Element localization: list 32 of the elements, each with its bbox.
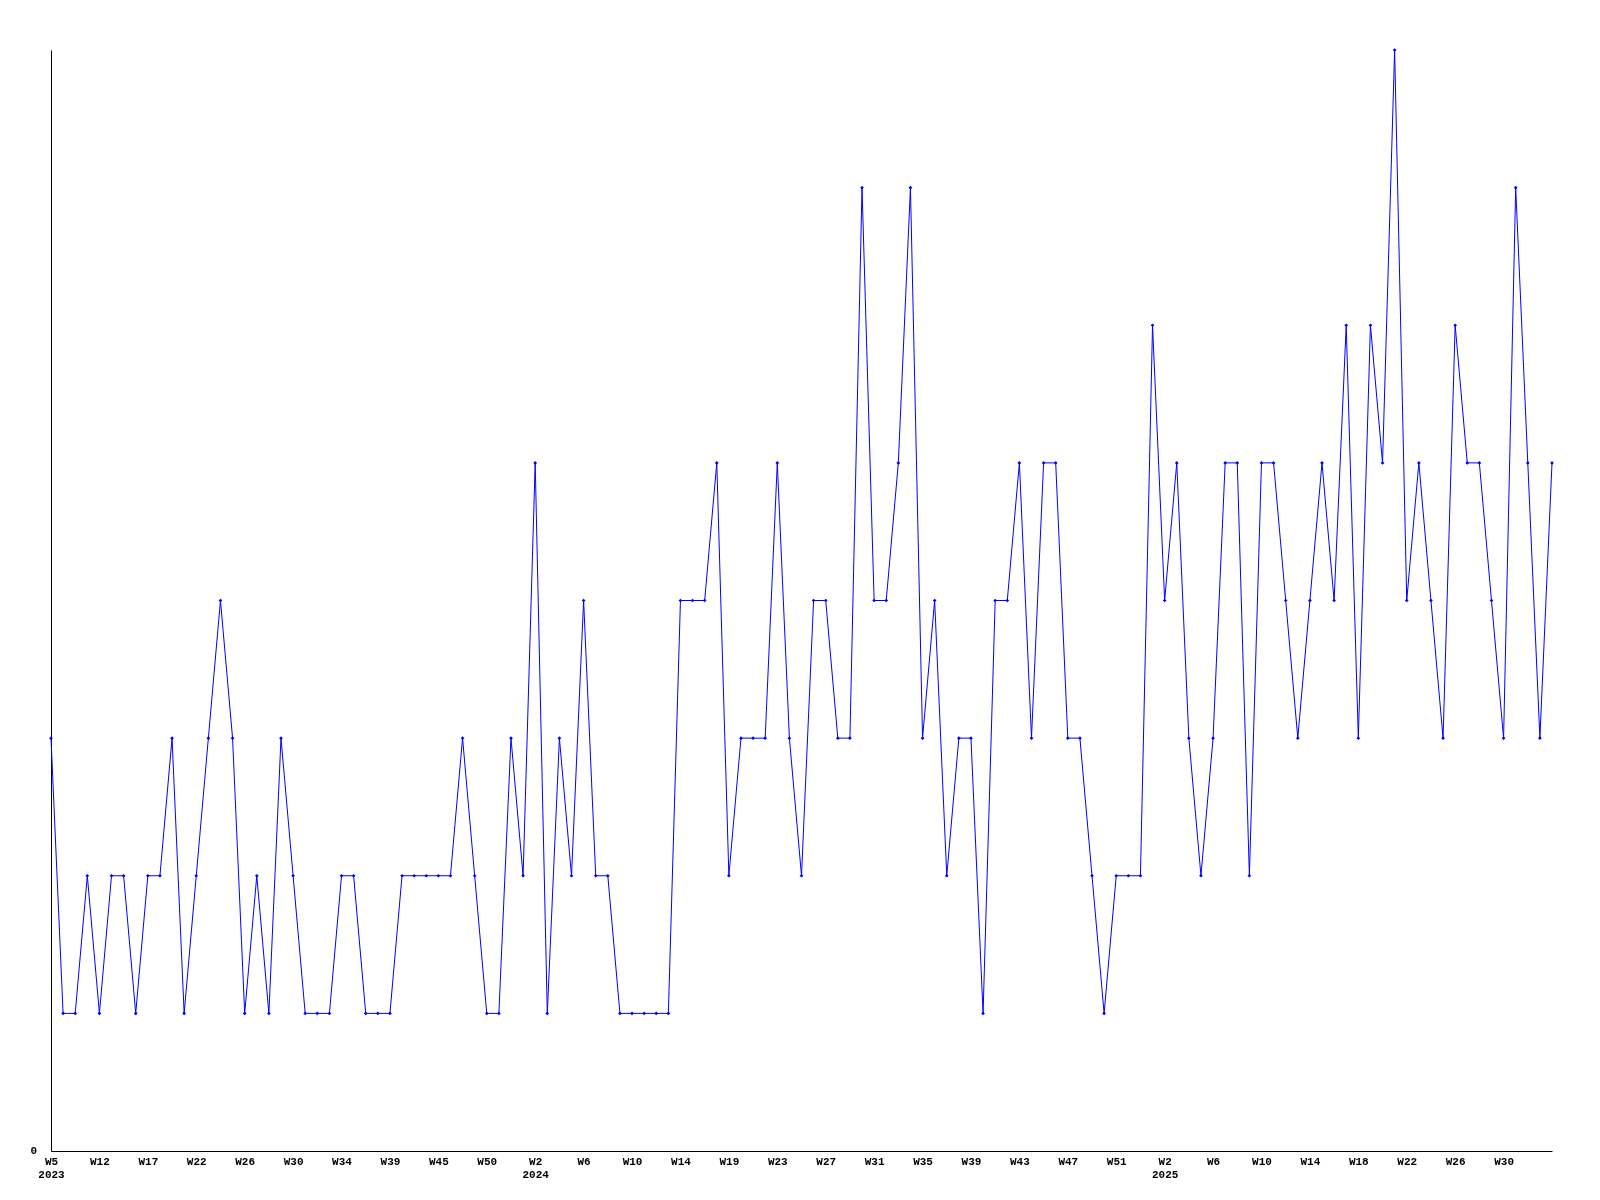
x-tick-label: W22	[1397, 1155, 1418, 1168]
x-tick-label: W10	[622, 1155, 643, 1168]
x-tick-label: W19	[719, 1155, 740, 1168]
x-tick-label: W14	[671, 1155, 692, 1168]
x-tick-label: W47	[1058, 1155, 1079, 1168]
x-tick-label: W14	[1300, 1155, 1321, 1168]
x-tick-label: W35	[913, 1155, 934, 1168]
x-tick-label: W30	[1494, 1155, 1514, 1168]
x-tick-label: W22	[186, 1155, 207, 1168]
text: 0	[30, 1145, 37, 1157]
x-tick-label: W27	[816, 1155, 837, 1168]
x-tick-label: W45	[428, 1155, 450, 1168]
x-tick-label: W31	[864, 1155, 885, 1168]
x-tick-label: W43	[1009, 1155, 1031, 1168]
x-tick-label: W6	[1206, 1155, 1221, 1168]
x-tick-label: W2 2024	[522, 1155, 550, 1181]
x-tick-label: W51	[1106, 1155, 1128, 1168]
x-tick-label: W39	[961, 1155, 982, 1168]
x-tick-label: W39	[380, 1155, 401, 1168]
x-tick-label: W10	[1252, 1155, 1272, 1168]
x-tick-label: W5 2023	[38, 1155, 66, 1181]
x-tick-label: W18	[1348, 1155, 1370, 1168]
x-tick-label: W34	[332, 1155, 353, 1168]
x-tick-label: W23	[767, 1155, 789, 1168]
x-tick-label: W26	[235, 1155, 256, 1168]
x-tick-label: W30	[283, 1155, 304, 1168]
x-tick-label: W12	[90, 1155, 110, 1168]
x-tick-label: W6	[577, 1155, 591, 1168]
x-tick-label: W17	[138, 1155, 159, 1168]
x-tick-label: W2 2025	[1151, 1155, 1179, 1181]
x-tick-label: W50	[477, 1155, 498, 1168]
x-tick-label: W26	[1445, 1155, 1466, 1168]
